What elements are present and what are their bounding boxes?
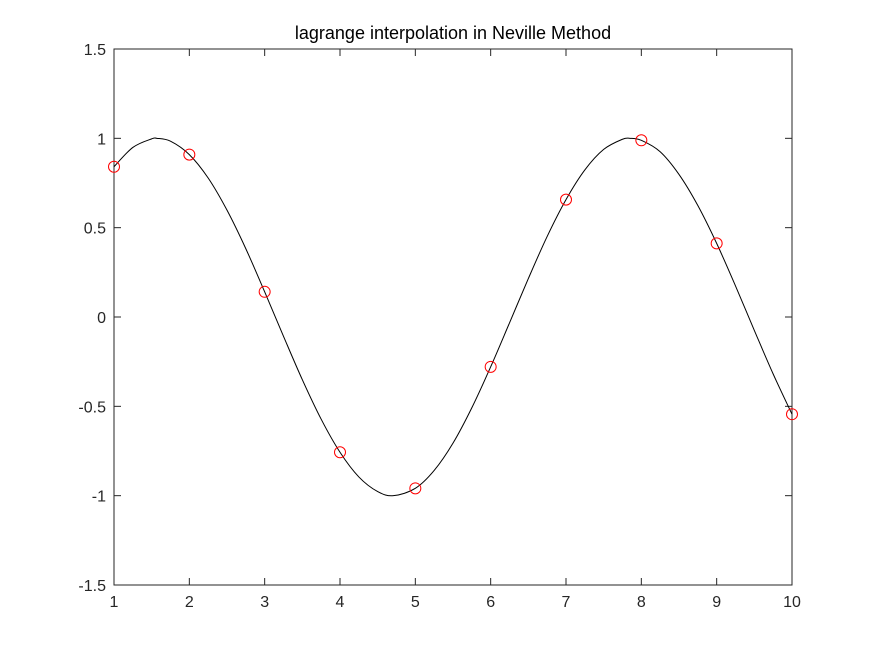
x-tick-label: 2 [185, 594, 194, 611]
y-tick-label: -1.5 [78, 578, 106, 595]
x-tick-label: 5 [411, 594, 420, 611]
plot-area: 1 2 3 4 5 6 7 8 9 10 -1.5 -1 -0.5 0 0.5 1 1.5 [78, 42, 801, 611]
x-tick-label: 10 [783, 594, 801, 611]
x-tick-label: 4 [336, 594, 345, 611]
y-tick-label: 1 [97, 131, 106, 148]
x-tick-label: 6 [486, 594, 495, 611]
data-point-marker [258, 285, 271, 298]
data-point-marker [635, 134, 648, 147]
data-point-marker [710, 237, 723, 250]
interpolation-curve [113, 137, 793, 497]
data-point-marker [108, 160, 120, 173]
y-tick-label: -0.5 [78, 399, 106, 416]
data-point-marker [484, 360, 497, 373]
x-tick-label: 8 [637, 594, 646, 611]
chart-title: lagrange interpolation in Neville Method [295, 23, 611, 43]
x-tick-label: 9 [712, 594, 721, 611]
data-point-marker [183, 148, 196, 161]
x-tick-label: 1 [110, 594, 119, 611]
data-point-marker [560, 193, 572, 206]
data-point-marker [786, 408, 798, 421]
data-point-marker [334, 446, 346, 459]
data-point-marker [409, 482, 422, 495]
y-tick-label: 1.5 [84, 42, 106, 59]
x-tick-label: 7 [562, 594, 571, 611]
x-tick-label: 3 [260, 594, 269, 611]
y-tick-label: -1 [92, 489, 106, 506]
y-tick-label: 0 [97, 310, 106, 327]
y-tick-label: 0.5 [84, 221, 106, 238]
